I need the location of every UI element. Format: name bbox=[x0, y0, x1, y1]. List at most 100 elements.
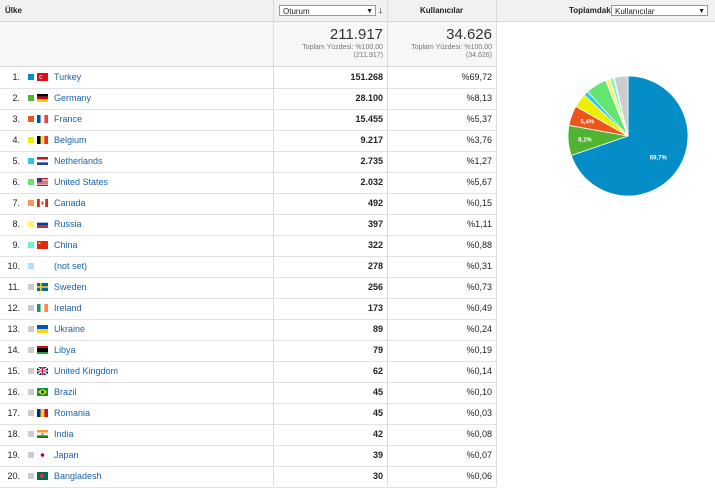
totals-row: 211.917 Toplam Yüzdesi: %100,00 (211.917… bbox=[0, 22, 497, 67]
sessions-value: 2.032 bbox=[360, 177, 383, 187]
row-index: 14. bbox=[7, 345, 20, 355]
series-color-swatch bbox=[28, 389, 34, 395]
users-pct-value: %0,10 bbox=[466, 387, 492, 397]
country-link[interactable]: Canada bbox=[54, 198, 86, 208]
row-index: 7. bbox=[12, 198, 20, 208]
sessions-value: 322 bbox=[367, 240, 383, 250]
country-link[interactable]: Libya bbox=[54, 345, 76, 355]
flag-nl-icon bbox=[37, 157, 48, 165]
row-index: 3. bbox=[12, 114, 20, 124]
pie-slice-label: 8,1% bbox=[578, 137, 592, 143]
series-color-swatch bbox=[28, 137, 34, 143]
row-index: 19. bbox=[7, 450, 20, 460]
series-color-swatch bbox=[28, 284, 34, 290]
users-pct-value: %0,08 bbox=[466, 429, 492, 439]
table-row: 10. (not set) 278 %0,31 bbox=[0, 256, 497, 278]
sessions-value: 492 bbox=[367, 198, 383, 208]
row-index: 9. bbox=[12, 240, 20, 250]
sessions-value: 278 bbox=[367, 261, 383, 271]
series-color-swatch bbox=[28, 242, 34, 248]
flag-ca-icon bbox=[37, 199, 48, 207]
country-link[interactable]: China bbox=[54, 240, 78, 250]
table-row: 12. Ireland 173 %0,49 bbox=[0, 298, 497, 320]
users-pct-value: %0,19 bbox=[466, 345, 492, 355]
country-link[interactable]: Germany bbox=[54, 93, 92, 103]
table-row: 3. France 15.455 %5,37 bbox=[0, 109, 497, 131]
sort-arrow-icon[interactable]: ↓ bbox=[378, 5, 383, 16]
table-row: 4. Belgium 9.217 %3,76 bbox=[0, 130, 497, 152]
sessions-value: 45 bbox=[372, 408, 383, 418]
flag-jp-icon bbox=[36, 450, 49, 460]
country-link[interactable]: France bbox=[54, 114, 83, 124]
sessions-value: 45 bbox=[372, 387, 383, 397]
sessions-value: 173 bbox=[367, 303, 383, 313]
table-row: 2. Germany 28.100 %8,13 bbox=[0, 88, 497, 110]
sessions-value: 89 bbox=[372, 324, 383, 334]
column-divider bbox=[273, 0, 274, 486]
row-index: 17. bbox=[7, 408, 20, 418]
row-index: 13. bbox=[7, 324, 20, 334]
country-link[interactable]: Bangladesh bbox=[54, 471, 102, 481]
country-link[interactable]: United Kingdom bbox=[54, 366, 119, 376]
flag-none-icon bbox=[37, 262, 48, 270]
metric-select-value: Oturum bbox=[283, 7, 310, 16]
flag-ru-icon bbox=[37, 220, 48, 228]
country-link[interactable]: India bbox=[54, 429, 74, 439]
pie-slice-label: 5,4% bbox=[581, 119, 595, 125]
sessions-value: 39 bbox=[372, 450, 383, 460]
users-pct-value: %0,14 bbox=[466, 366, 492, 376]
flag-gb-icon bbox=[36, 366, 49, 376]
users-pct-value: %0,73 bbox=[466, 282, 492, 292]
country-link[interactable]: Belgium bbox=[54, 135, 87, 145]
series-color-swatch bbox=[28, 221, 34, 227]
country-link[interactable]: Sweden bbox=[54, 282, 87, 292]
sessions-value: 151.268 bbox=[350, 72, 383, 82]
sessions-value: 79 bbox=[372, 345, 383, 355]
sessions-value: 9.217 bbox=[360, 135, 383, 145]
flag-ly-icon bbox=[37, 346, 48, 354]
table-row: 9. China 322 %0,88 bbox=[0, 235, 497, 257]
row-index: 20. bbox=[7, 471, 20, 481]
series-color-swatch bbox=[28, 200, 34, 206]
sessions-value: 30 bbox=[372, 471, 383, 481]
flag-be-icon bbox=[37, 136, 48, 144]
row-index: 1. bbox=[12, 72, 20, 82]
flag-fr-icon bbox=[37, 115, 48, 123]
row-index: 10. bbox=[7, 261, 20, 271]
chevron-down-icon: ▼ bbox=[698, 8, 705, 15]
dimension-header[interactable]: Ülke bbox=[5, 6, 22, 15]
country-link[interactable]: United States bbox=[54, 177, 109, 187]
row-index: 16. bbox=[7, 387, 20, 397]
row-index: 12. bbox=[7, 303, 20, 313]
country-link[interactable]: Russia bbox=[54, 219, 82, 229]
country-link[interactable]: Romania bbox=[54, 408, 91, 418]
series-color-swatch bbox=[28, 368, 34, 374]
country-link[interactable]: Ireland bbox=[54, 303, 82, 313]
row-index: 15. bbox=[7, 366, 20, 376]
users-pct-value: %69,72 bbox=[461, 72, 492, 82]
country-link[interactable]: Ukraine bbox=[54, 324, 86, 334]
users-pct-value: %3,76 bbox=[466, 135, 492, 145]
metric-select[interactable]: Oturum ▼ bbox=[279, 5, 376, 16]
series-color-swatch bbox=[28, 410, 34, 416]
country-link[interactable]: (not set) bbox=[54, 261, 88, 271]
series-color-swatch bbox=[28, 263, 34, 269]
flag-ro-icon bbox=[37, 409, 48, 417]
column-divider bbox=[387, 0, 388, 486]
flag-tr-icon bbox=[37, 73, 48, 81]
series-color-swatch bbox=[28, 305, 34, 311]
country-link[interactable]: Japan bbox=[54, 450, 79, 460]
row-index: 8. bbox=[12, 219, 20, 229]
country-link[interactable]: Turkey bbox=[54, 72, 82, 82]
row-index: 5. bbox=[12, 156, 20, 166]
country-link[interactable]: Netherlands bbox=[54, 156, 103, 166]
series-color-swatch bbox=[28, 473, 34, 479]
contribution-select[interactable]: Kullanıcılar ▼ bbox=[611, 5, 708, 16]
sessions-value: 15.455 bbox=[355, 114, 383, 124]
sessions-value: 42 bbox=[372, 429, 383, 439]
users-header[interactable]: Kullanıcılar bbox=[420, 6, 464, 15]
sessions-value: 28.100 bbox=[355, 93, 383, 103]
users-pct-value: %1,11 bbox=[467, 219, 492, 229]
country-link[interactable]: Brazil bbox=[54, 387, 77, 397]
table-row: 18. India 42 %0,08 bbox=[0, 424, 497, 446]
